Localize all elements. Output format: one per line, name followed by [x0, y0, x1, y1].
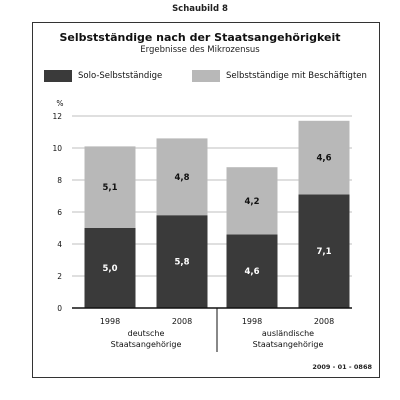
y-tick-label: 10	[52, 144, 62, 153]
footer-code: 2009 - 01 - 0868	[312, 363, 372, 371]
y-tick-label: 0	[57, 304, 62, 313]
chart-subtitle: Ergebnisse des Mikrozensus	[140, 45, 260, 55]
group-label-line2: Staatsangehörige	[253, 340, 324, 349]
y-tick-label: 6	[57, 208, 62, 217]
bar-segment	[84, 146, 136, 228]
group-label-line1: ausländische	[262, 329, 314, 338]
data-label: 5,1	[102, 183, 117, 193]
legend-item-mit-beschaeftigten: Selbstständige mit Beschäftigten	[192, 70, 367, 82]
x-tick-label: 1998	[242, 317, 262, 326]
y-tick-label: 12	[52, 112, 62, 121]
bar-segment	[298, 194, 350, 308]
y-axis-unit: %	[56, 99, 63, 108]
bar-segment	[156, 138, 208, 216]
data-label: 7,1	[316, 247, 331, 257]
y-tick-label: 4	[57, 240, 62, 249]
legend-item-solo: Solo-Selbstständige	[44, 70, 162, 82]
figure-caption: Schaubild 8	[172, 4, 228, 14]
chart-title: Selbstständige nach der Staatsangehörigk…	[59, 31, 341, 44]
data-label: 5,0	[102, 264, 117, 274]
y-tick-label: 2	[57, 272, 62, 281]
group-label-line2: Staatsangehörige	[111, 340, 182, 349]
legend-label-mit-beschaeftigten: Selbstständige mit Beschäftigten	[226, 71, 367, 81]
data-label: 4,8	[174, 173, 189, 183]
bar-segment	[84, 228, 136, 308]
bar-segment	[226, 234, 278, 308]
legend-swatch-mit-beschaeftigten	[192, 70, 220, 82]
x-tick-label: 2008	[314, 317, 334, 326]
legend-swatch-solo	[44, 70, 72, 82]
legend-label-solo: Solo-Selbstständige	[78, 71, 163, 81]
bar-segment	[298, 120, 350, 195]
x-tick-label: 2008	[172, 317, 192, 326]
y-tick-label: 8	[57, 176, 62, 185]
bar-segment	[156, 215, 208, 308]
data-label: 5,8	[174, 258, 189, 268]
data-label: 4,6	[316, 154, 331, 164]
group-label-line1: deutsche	[128, 329, 165, 338]
bar-segment	[226, 167, 278, 235]
data-label: 4,6	[244, 267, 259, 277]
data-label: 4,2	[244, 197, 259, 207]
x-tick-label: 1998	[100, 317, 120, 326]
